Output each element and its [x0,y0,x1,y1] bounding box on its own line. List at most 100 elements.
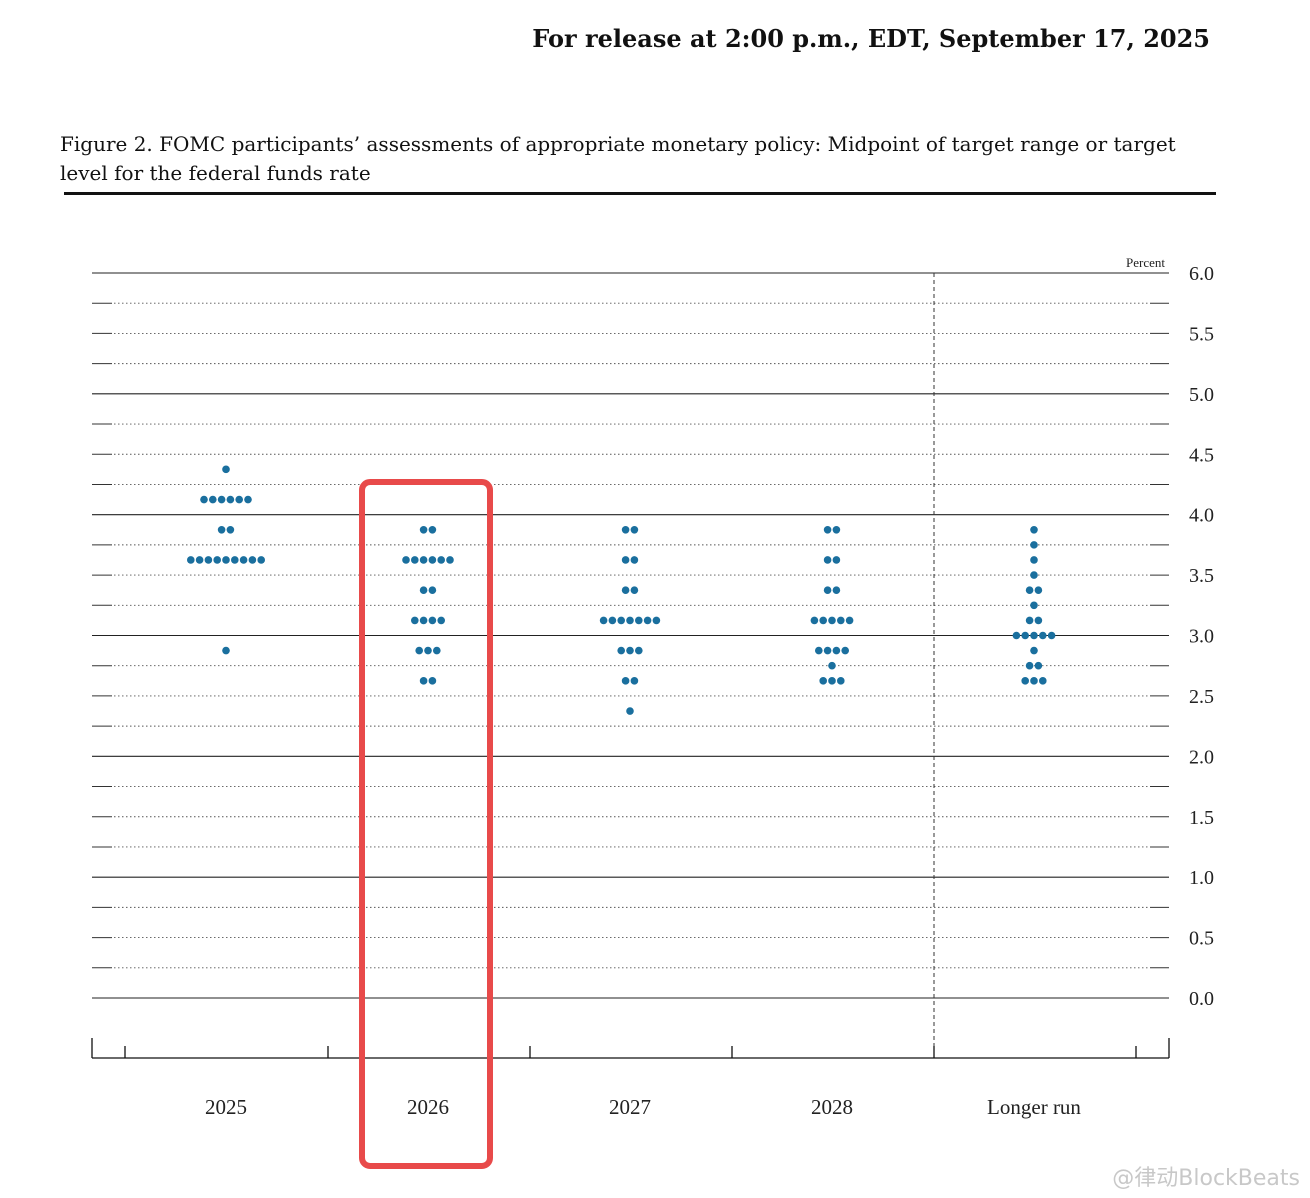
participant-dot [411,556,419,564]
participant-dot [1030,631,1038,640]
participant-dot [217,525,226,534]
participant-dot [621,586,630,594]
x-category-label: 2026 [407,1095,449,1119]
participant-dot [810,616,819,625]
participant-dot [419,616,428,625]
participant-dot [1034,616,1043,625]
participant-dot [617,616,625,625]
participant-dot [823,525,832,534]
participant-dot [222,465,230,474]
participant-dot [652,616,661,625]
participant-dot [411,616,419,625]
participant-dot [1021,631,1029,640]
y-tick-label: 4.5 [1189,444,1214,466]
participant-dot [635,646,643,655]
participant-dot [222,646,230,655]
participant-dot [446,556,454,564]
y-tick-label: 1.0 [1189,867,1214,889]
participant-dot [626,707,634,715]
participant-dot [828,677,836,685]
y-tick-label: 3.5 [1189,565,1214,587]
y-tick-label: 5.5 [1189,323,1214,345]
participant-dot [226,525,235,534]
participant-dot [1025,661,1034,670]
y-tick-label: 0.0 [1189,988,1214,1010]
participant-dot [1025,616,1034,625]
participant-dot [621,677,630,685]
participant-dot [200,495,208,504]
participant-dot [428,525,437,534]
participant-dot [424,646,432,655]
participant-dot [187,556,195,564]
release-notice: For release at 2:00 p.m., EDT, September… [532,24,1210,53]
watermark: @律动BlockBeats [1112,1166,1300,1191]
participant-dot [832,525,841,534]
participant-dot [1021,677,1029,685]
participant-dot [832,586,841,594]
participant-dot [217,495,226,504]
participant-dot [428,556,437,564]
participant-dot [1012,631,1021,640]
participant-dot [437,556,446,564]
figure-title: Figure 2. FOMC participants’ assessments… [60,132,1176,185]
participant-dot [1030,601,1038,610]
y-tick-label: 3.0 [1189,626,1214,648]
x-category-label: 2028 [811,1095,853,1119]
participant-dot [845,616,854,625]
participant-dot [643,616,652,625]
y-tick-label: 2.0 [1189,746,1214,768]
x-category-label: 2027 [609,1095,651,1119]
participant-dot [1030,525,1038,534]
y-tick-label: 0.5 [1189,928,1214,950]
participant-dot [635,616,643,625]
participant-dot [832,646,841,655]
participant-dot [248,556,257,564]
participant-dot [630,556,639,564]
y-tick-label: 5.0 [1189,384,1214,406]
participant-dot [621,556,630,564]
participant-dot [428,677,437,685]
participant-dot [626,646,634,655]
participant-dot [204,556,213,564]
participant-dot [832,556,841,564]
participant-dot [608,616,617,625]
participant-dot [823,586,832,594]
y-tick-label: 4.0 [1189,505,1214,527]
participant-dot [1034,586,1043,594]
x-category-label: Longer run [987,1095,1081,1119]
y-tick-label: 1.5 [1189,807,1214,829]
participant-dot [617,646,625,655]
participant-dot [239,556,248,564]
participant-dot [1030,556,1038,564]
participant-dot [621,525,630,534]
participant-dot [1047,631,1056,640]
participant-dot [819,677,827,685]
participant-dot [1030,541,1038,549]
participant-dot [828,661,836,670]
participant-dot [433,646,441,655]
participant-dot [415,646,424,655]
participant-dot [837,677,845,685]
participant-dot [823,556,832,564]
participant-dot [257,556,266,564]
participant-dot [837,616,845,625]
participant-dot [630,677,639,685]
participant-dot [419,586,428,594]
x-category-label: 2025 [205,1095,247,1119]
participant-dot [823,646,832,655]
participant-dot [1030,571,1038,579]
participant-dot [222,556,230,564]
participant-dot [419,677,428,685]
participant-dot [244,495,252,504]
participant-dot [1030,646,1038,655]
y-tick-label: 6.0 [1189,263,1214,285]
title-rule [64,192,1216,195]
participant-dot [226,495,235,504]
y-tick-label: 2.5 [1189,686,1214,708]
participant-dot [819,616,827,625]
participant-dot [841,646,849,655]
participant-dot [428,586,437,594]
participant-dot [1039,631,1047,640]
participant-dot [1025,586,1034,594]
